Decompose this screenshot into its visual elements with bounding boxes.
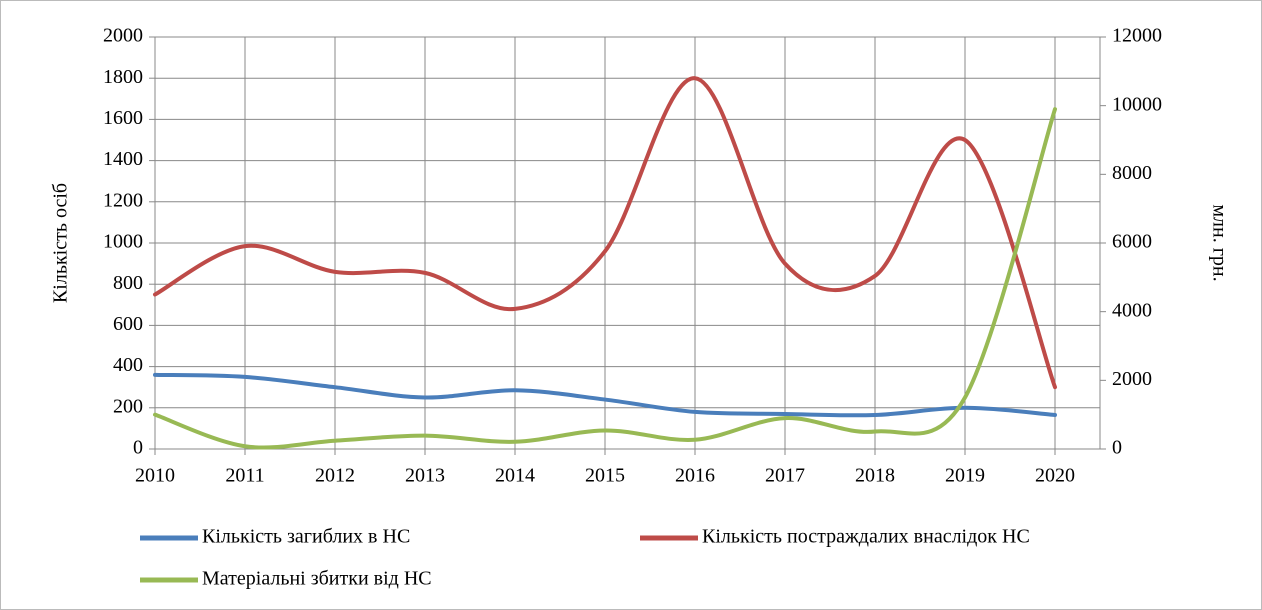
y-tick-label: 600 bbox=[113, 313, 143, 335]
x-tick-label: 2017 bbox=[765, 465, 805, 487]
series-line bbox=[153, 76, 1057, 390]
x-tick-label: 2018 bbox=[855, 465, 895, 487]
y-tick-label: 400 bbox=[113, 354, 143, 376]
y-tick-label: 1600 bbox=[103, 107, 143, 129]
y2-tick-label: 2000 bbox=[1112, 368, 1152, 390]
legend-label: Матеріальні збитки від НС bbox=[202, 568, 432, 590]
y2-axis-label: млн. грн. bbox=[1208, 204, 1230, 281]
y-axis-label: Кількість осіб bbox=[50, 183, 72, 303]
y-tick-label: 1800 bbox=[103, 66, 143, 88]
x-tick-label: 2010 bbox=[135, 465, 175, 487]
y-tick-label: 1400 bbox=[103, 148, 143, 170]
x-tick-label: 2016 bbox=[675, 465, 715, 487]
y-tick-label: 800 bbox=[113, 272, 143, 294]
x-tick-label: 2011 bbox=[225, 465, 264, 487]
y-tick-label: 0 bbox=[133, 437, 143, 459]
y-tick-label: 200 bbox=[113, 395, 143, 417]
x-tick-label: 2013 bbox=[405, 465, 445, 487]
y-tick-label: 2000 bbox=[103, 25, 143, 47]
x-tick-label: 2014 bbox=[495, 465, 535, 487]
y2-tick-label: 10000 bbox=[1112, 93, 1162, 115]
y2-tick-label: 4000 bbox=[1112, 299, 1152, 321]
x-tick-label: 2020 bbox=[1035, 465, 1075, 487]
legend-label: Кількість постраждалих внаслідок НС bbox=[702, 526, 1030, 548]
y-tick-label: 1200 bbox=[103, 189, 143, 211]
series-line bbox=[153, 372, 1057, 418]
x-tick-label: 2015 bbox=[585, 465, 625, 487]
x-tick-label: 2012 bbox=[315, 465, 355, 487]
legend-label: Кількість загиблих в НС bbox=[202, 526, 410, 548]
series-line bbox=[153, 107, 1057, 450]
y2-tick-label: 6000 bbox=[1112, 231, 1152, 253]
x-tick-label: 2019 bbox=[945, 465, 985, 487]
y2-tick-label: 8000 bbox=[1112, 162, 1152, 184]
y2-tick-label: 12000 bbox=[1112, 25, 1162, 47]
y-tick-label: 1000 bbox=[103, 231, 143, 253]
y2-tick-label: 0 bbox=[1112, 437, 1122, 459]
